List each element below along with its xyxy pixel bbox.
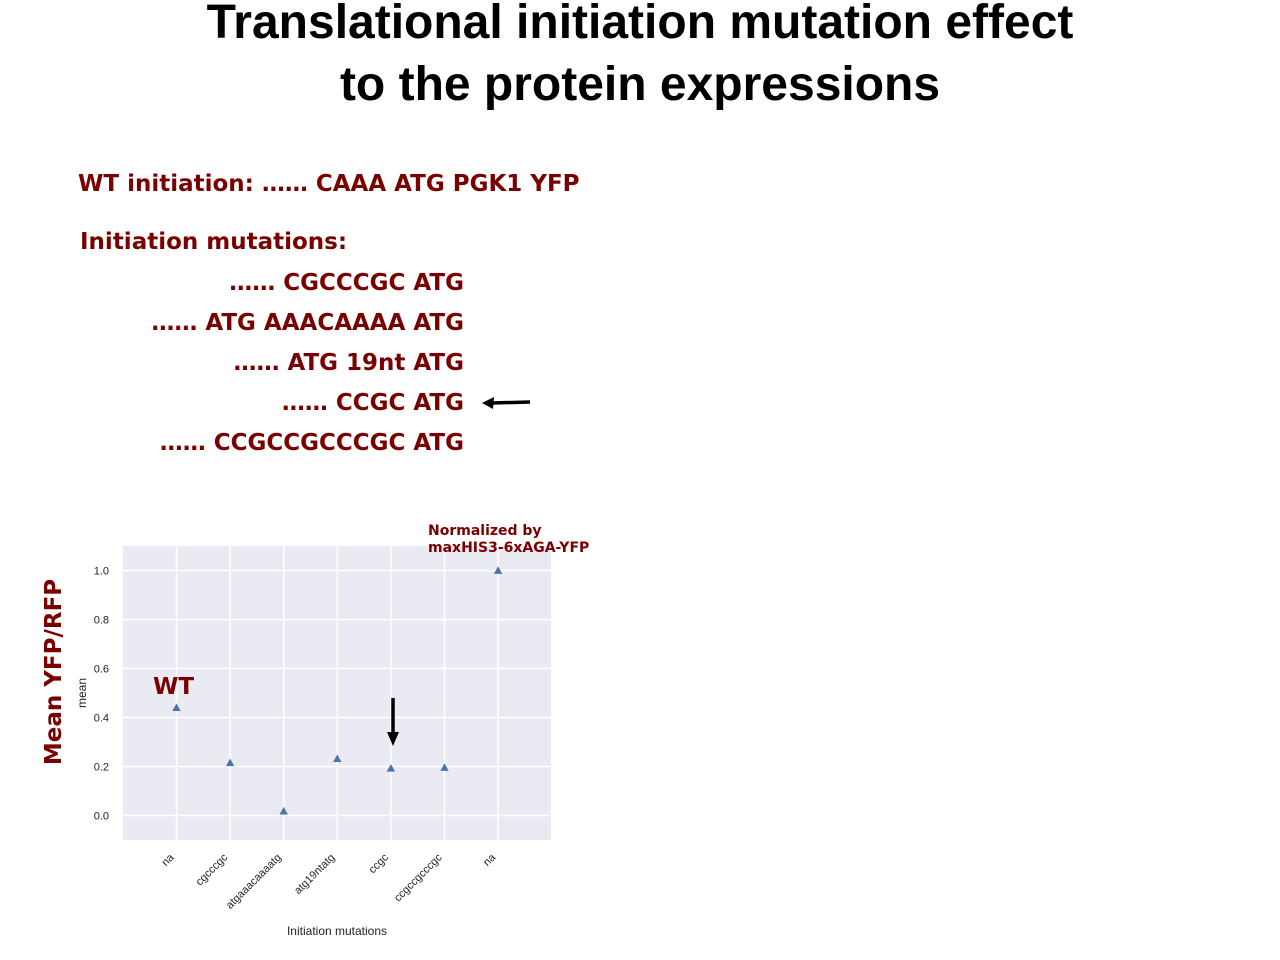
mutation-item: …… ATG AAACAAAA ATG xyxy=(151,310,464,336)
y-tick-label: 0.4 xyxy=(94,713,109,725)
mutations-list: …… CGCCCGC ATG …… ATG AAACAAAA ATG …… AT… xyxy=(0,266,464,466)
y-axis-label: mean xyxy=(75,678,89,708)
data-point xyxy=(493,566,503,574)
page-title-line-1: Translational initiation mutation effect xyxy=(206,0,1074,49)
x-tick-label: ccgc xyxy=(367,851,392,876)
x-tick-label: atgaaacaaaatg xyxy=(224,852,284,912)
data-point xyxy=(225,758,235,767)
y-tick-label: 0.0 xyxy=(94,811,109,823)
page-title-line-2: to the protein expressions xyxy=(339,58,941,111)
mutation-item: …… CCGC ATG xyxy=(281,390,464,416)
wt-initiation-sequence: WT initiation: …… CAAA ATG PGK1 YFP xyxy=(78,171,580,197)
x-axis-label: Initiation mutations xyxy=(287,924,387,938)
x-tick-label: atg19ntatg xyxy=(292,852,337,897)
mutation-item: …… CCGCCGCCCGC ATG xyxy=(159,430,464,456)
data-point xyxy=(333,754,342,763)
normalization-note-line-2: maxHIS3-6xAGA-YFP xyxy=(428,540,590,556)
y-tick-label: 1.0 xyxy=(94,566,109,578)
page-title: Translational initiation mutation effect… xyxy=(0,0,1280,116)
data-point xyxy=(172,703,181,712)
y-tick-label: 0.6 xyxy=(94,664,109,676)
mutation-item: …… CGCCCGC ATG xyxy=(229,270,464,296)
normalization-note-line-1: Normalized by xyxy=(428,523,542,539)
x-tick-label: cgcccgc xyxy=(194,851,231,888)
data-point xyxy=(279,806,288,815)
left-arrow-icon xyxy=(482,397,531,409)
x-tick-label: na xyxy=(481,851,499,869)
y-tick-label: 0.8 xyxy=(94,615,109,627)
mutations-heading: Initiation mutations: xyxy=(80,229,348,255)
data-points xyxy=(172,566,503,815)
x-tick-label: ccgccgcccgc xyxy=(392,851,445,904)
y-axis-outer-label: Mean YFP/RFP xyxy=(41,578,67,766)
y-tick-labels: 0.0 0.2 0.4 0.6 0.8 1.0 xyxy=(94,566,109,823)
mutation-item: …… ATG 19nt ATG xyxy=(233,350,464,376)
data-point xyxy=(386,764,396,772)
grid-layer xyxy=(123,546,551,840)
normalization-note: Normalized by maxHIS3-6xAGA-YFP xyxy=(428,523,589,557)
down-arrow-icon xyxy=(387,698,399,746)
y-tick-label: 0.2 xyxy=(94,762,109,774)
x-tick-label: na xyxy=(159,851,177,869)
wt-point-label: WT xyxy=(153,674,195,700)
data-point xyxy=(440,763,449,771)
